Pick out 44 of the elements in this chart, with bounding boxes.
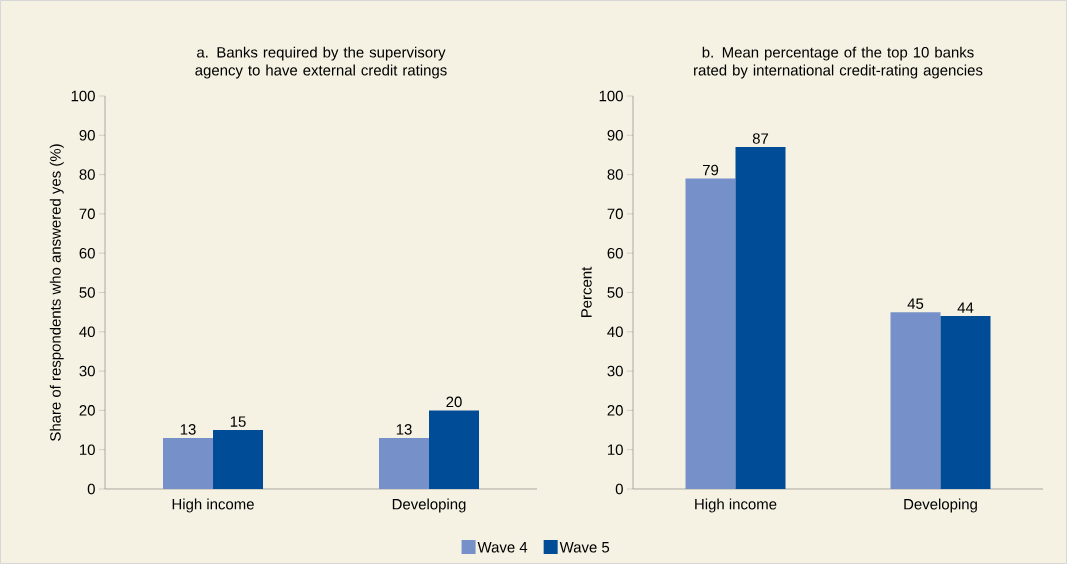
y-tick-label: 80 (79, 169, 95, 180)
y-tick-label: 80 (607, 169, 623, 180)
bar (890, 312, 941, 489)
y-tick-label: 10 (80, 444, 95, 455)
x-tick-label: Developing (392, 498, 466, 513)
y-tick-label: 10 (608, 444, 623, 455)
bar (940, 316, 991, 489)
data-label: 15 (230, 416, 246, 427)
y-axis-title: Share of respondents who answered yes (%) (49, 144, 64, 441)
bar (685, 178, 736, 489)
data-label: 20 (446, 396, 462, 408)
y-tick-label: 40 (607, 326, 623, 338)
x-tick-label: High income (172, 498, 254, 513)
data-label: 13 (180, 424, 196, 435)
data-label: 87 (752, 133, 769, 144)
y-tick-label: 30 (79, 365, 95, 377)
y-tick-label: 90 (79, 129, 95, 141)
y-tick-label: 100 (71, 90, 95, 102)
x-tick-label: High income (695, 498, 777, 513)
y-axis-title: Percent (581, 266, 592, 318)
chart-title: a. Banks required by the supervisory agency to have external credit ratings (195, 46, 447, 79)
data-label: 45 (907, 298, 924, 309)
legend-label: Wave 5 (559, 542, 610, 553)
y-tick-label: 100 (599, 90, 623, 102)
data-label: 79 (702, 164, 719, 176)
y-tick-label: 60 (607, 247, 623, 259)
y-tick-label: 50 (79, 287, 95, 298)
y-tick-label: 0 (87, 483, 95, 495)
y-tick-label: 90 (607, 129, 623, 141)
x-tick-label: Developing (904, 498, 977, 513)
bar (735, 147, 786, 489)
y-tick-label: 20 (607, 405, 623, 416)
y-tick-label: 70 (79, 208, 95, 220)
data-label: 13 (396, 424, 412, 435)
y-tick-label: 50 (607, 287, 623, 298)
y-tick-label: 40 (79, 326, 95, 338)
y-tick-label: 0 (615, 483, 623, 495)
y-tick-label: 20 (79, 405, 95, 416)
legend-label: Wave 4 (477, 542, 528, 553)
y-tick-label: 70 (607, 208, 623, 220)
y-tick-label: 30 (607, 365, 623, 377)
y-tick-label: 60 (79, 247, 95, 259)
data-label: 44 (957, 302, 974, 313)
chart-title: b. Mean percentage of the top 10 banks rated by international credit-rating agencies (694, 46, 983, 79)
